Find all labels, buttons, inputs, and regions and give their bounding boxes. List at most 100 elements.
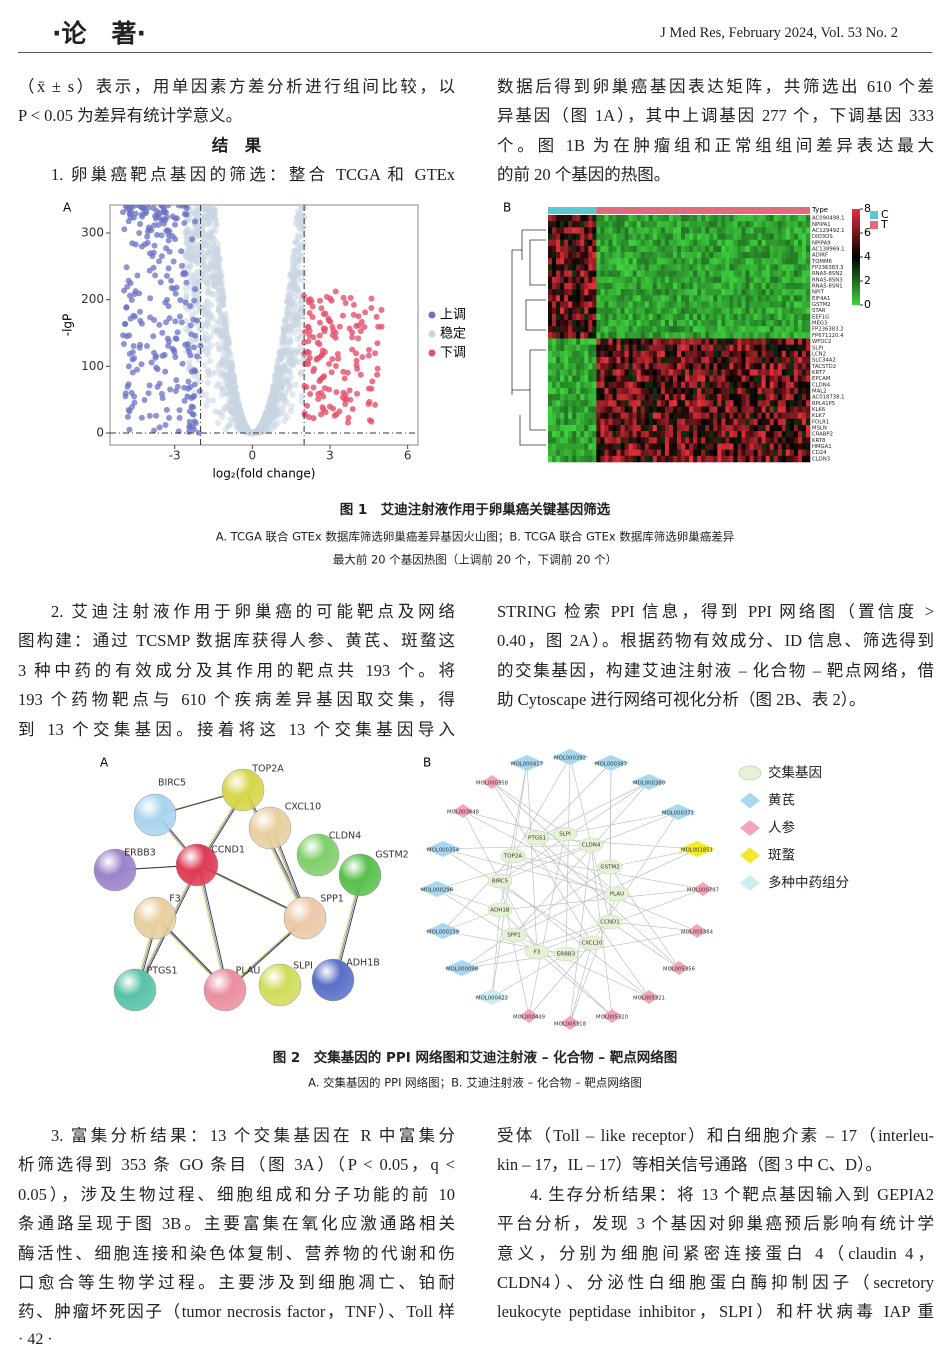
heatmap-cell: [672, 375, 678, 383]
up-point: [121, 226, 128, 233]
heatmap-cell: [805, 455, 811, 463]
down-point: [372, 401, 379, 408]
heatmap-cell: [592, 289, 597, 296]
up-point: [141, 396, 148, 403]
heatmap-cell: [769, 406, 775, 413]
heatmap-cell: [721, 449, 726, 457]
ppi-node: [133, 793, 177, 837]
up-point: [153, 364, 160, 371]
heatmap-cell: [628, 357, 633, 364]
down-point: [368, 385, 375, 392]
heatmap-cell: [584, 332, 589, 339]
heatmap-cell: [733, 276, 738, 284]
down-point: [349, 329, 356, 336]
heatmap-cell: [588, 394, 593, 401]
header-rule: [18, 52, 932, 53]
heatmap-cell: [721, 289, 726, 296]
up-point: [180, 205, 187, 209]
heatmap-cell: [584, 443, 589, 450]
heatmap-cell: [737, 313, 742, 321]
heatmap-cell: [604, 239, 609, 247]
heatmap-cell: [709, 338, 714, 345]
heatmap-cell: [676, 400, 682, 407]
stable-point: [275, 376, 283, 383]
heatmap-cell: [572, 338, 577, 345]
heatmap-cell: [721, 301, 726, 308]
heatmap-cell: [620, 424, 625, 432]
heatmap-cell: [725, 455, 730, 463]
heatmap-cell: [644, 319, 650, 327]
heatmap-cell: [781, 215, 787, 222]
heatmap-cell: [552, 455, 557, 463]
heatmap-cell: [592, 418, 597, 426]
heatmap-cell: [725, 357, 730, 364]
heatmap-cell: [721, 221, 726, 228]
heatmap-cell: [797, 227, 803, 234]
heatmap-cell: [801, 319, 807, 327]
heatmap-cell: [592, 301, 597, 308]
up-point: [127, 211, 134, 218]
heatmap-cell: [672, 295, 678, 302]
heatmap-cell: [608, 455, 613, 463]
up-point: [182, 299, 189, 306]
heatmap-cell: [709, 412, 714, 420]
heatmap-cell: [596, 289, 601, 296]
heatmap-cell: [785, 357, 791, 364]
heatmap-cell: [749, 443, 754, 450]
heatmap-cell: [725, 252, 730, 259]
heatmap-cell: [709, 449, 714, 457]
heatmap-cell: [721, 357, 726, 364]
heatmap-cell: [548, 344, 553, 352]
heatmap-cell: [548, 431, 553, 438]
heatmap-cell: [689, 455, 694, 463]
heatmap-cell: [648, 443, 654, 450]
heatmap-cell: [761, 394, 766, 401]
heatmap-cell: [693, 313, 698, 321]
stable-point: [283, 298, 291, 305]
stable-point: [221, 404, 229, 411]
heatmap-cell: [628, 258, 633, 265]
heatmap-cell: [576, 437, 581, 444]
heatmap-cell: [588, 443, 593, 450]
heatmap-cell: [777, 418, 783, 426]
heatmap-cell: [660, 431, 666, 438]
gene-label: MAL2: [812, 388, 827, 394]
heatmap-cell: [701, 375, 706, 383]
heatmap-cell: [588, 215, 593, 222]
heatmap-cell: [672, 276, 678, 284]
heatmap-cell: [564, 307, 569, 315]
heatmap-cell: [576, 344, 581, 352]
network-edge: [499, 880, 650, 998]
heatmap-cell: [588, 338, 593, 345]
heatmap-cell: [560, 276, 565, 284]
heatmap-cell: [608, 431, 613, 438]
heatmap-cell: [568, 215, 573, 222]
heatmap-cell: [612, 264, 617, 271]
heatmap-cell: [685, 276, 690, 284]
heatmap-cell: [552, 233, 557, 240]
heatmap-cell: [576, 424, 581, 432]
stable-point: [277, 381, 284, 388]
text-line: STRING 检索 PPI 信息，得到 PPI 网络图（置信度 >: [497, 602, 934, 621]
heatmap-cell: [556, 338, 561, 345]
heatmap-cell: [781, 233, 787, 240]
heatmap-cell: [733, 350, 738, 358]
heatmap-cell: [584, 344, 589, 352]
heatmap-cell: [660, 400, 666, 407]
heatmap-cell: [656, 375, 662, 383]
heatmap-cell: [713, 424, 718, 432]
heatmap-cell: [624, 215, 629, 222]
heatmap-cell: [725, 295, 730, 302]
heatmap-cell: [705, 375, 710, 383]
heatmap-cell: [568, 227, 573, 234]
heatmap-cell: [568, 289, 573, 296]
up-point: [150, 427, 157, 434]
heatmap-cell: [636, 443, 642, 450]
heatmap-cell: [564, 227, 569, 234]
heatmap-cell: [604, 369, 609, 376]
heatmap-cell: [604, 406, 609, 413]
heatmap-cell: [604, 270, 609, 278]
heatmap-cell: [693, 252, 698, 259]
heatmap-cell: [785, 295, 791, 302]
heatmap-cell: [801, 227, 807, 234]
